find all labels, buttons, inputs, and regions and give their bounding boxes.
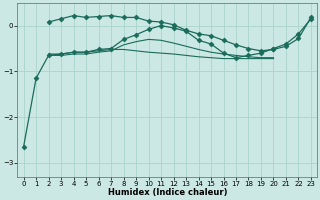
X-axis label: Humidex (Indice chaleur): Humidex (Indice chaleur) [108, 188, 227, 197]
